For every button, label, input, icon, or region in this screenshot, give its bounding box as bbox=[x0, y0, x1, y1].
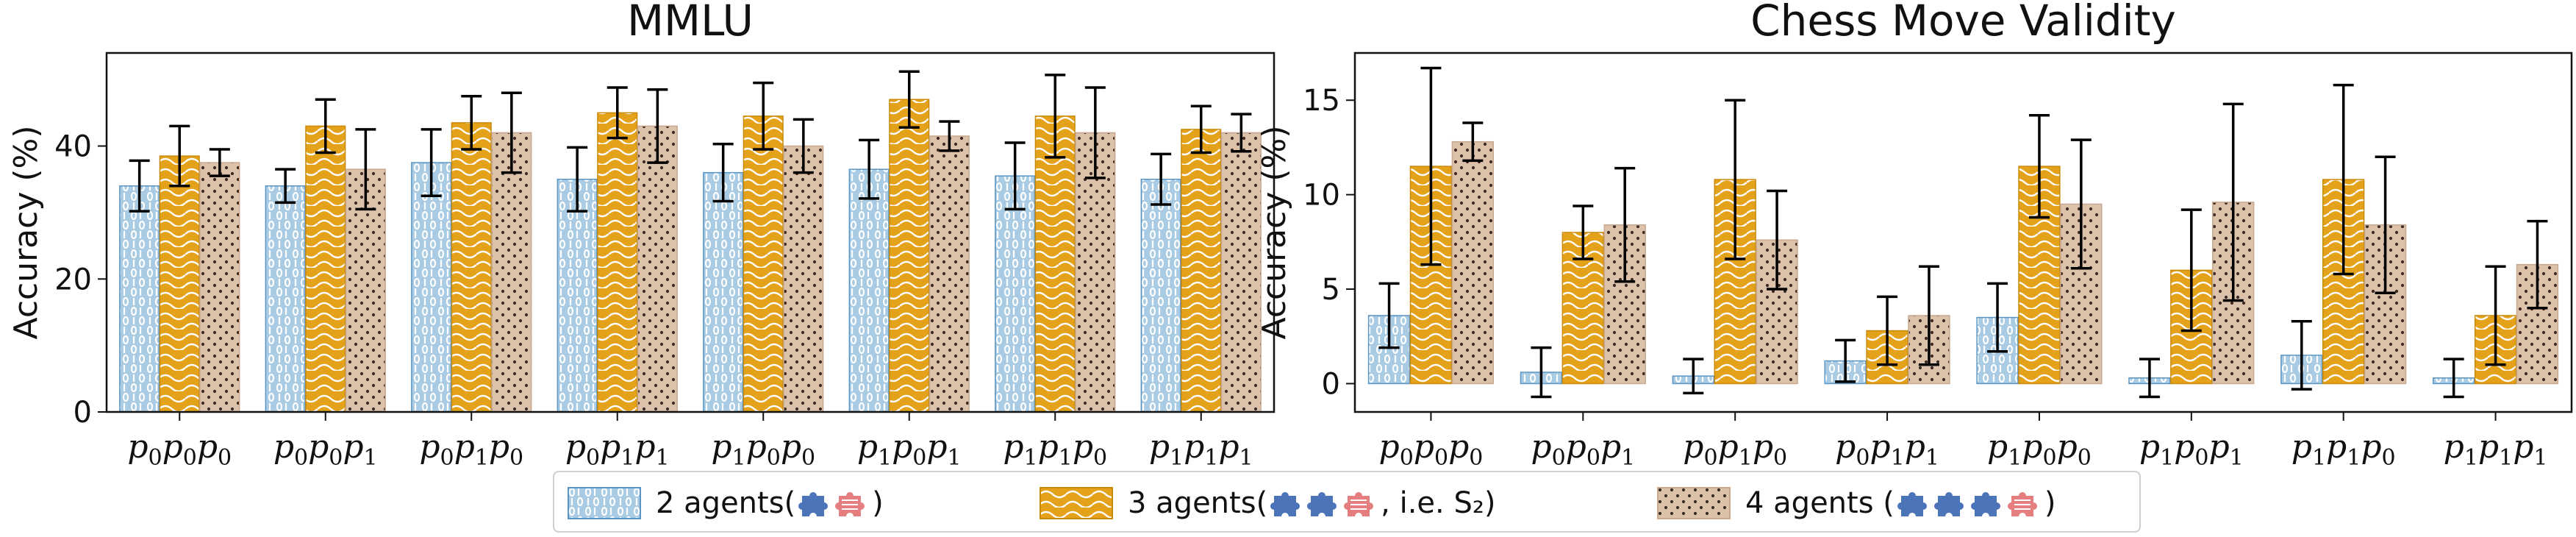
legend-swatch-3-agents bbox=[1040, 487, 1113, 519]
mmlu-bar-3-agents-3 bbox=[597, 112, 638, 413]
mmlu-xtick-label: p1p1p1 bbox=[1149, 428, 1253, 471]
mmlu-xtick-label: p0p0p0 bbox=[127, 428, 232, 471]
legend-suffix-2-agents: ) bbox=[872, 486, 884, 520]
legend-suffix-3-agents: , i.e. S₂) bbox=[1381, 486, 1496, 520]
mmlu-xtick-label: p0p1p1 bbox=[565, 428, 670, 471]
chess-move-validity-ytick-label: 5 bbox=[1322, 273, 1340, 307]
mmlu-axes-frame bbox=[105, 51, 1276, 413]
legend-icons-2-agents bbox=[797, 488, 870, 518]
mmlu-bar-4-agents-7 bbox=[1220, 132, 1262, 413]
puzzle-red-icon bbox=[2007, 492, 2037, 516]
mmlu-xtick-label: p0p0p1 bbox=[273, 428, 378, 471]
mmlu-bar-3-agents-2 bbox=[451, 122, 492, 413]
mmlu-bar-3-agents-1 bbox=[305, 125, 346, 413]
mmlu-ytick-label: 0 bbox=[74, 396, 92, 430]
chess-move-validity-xtick-label: p1p1p1 bbox=[2444, 428, 2548, 471]
mmlu-xtick-label: p0p1p0 bbox=[419, 428, 523, 471]
mmlu-bar-4-agents-0 bbox=[199, 162, 240, 413]
legend-swatch-2-agents bbox=[568, 487, 641, 519]
chess-move-validity-ytick-label: 10 bbox=[1303, 179, 1340, 213]
mmlu-bar-2-agents-6 bbox=[995, 175, 1036, 413]
legend: 2 agents ( ) 3 agents ( , i.e. S₂) 4 age… bbox=[553, 471, 2141, 533]
mmlu-bar-2-agents-7 bbox=[1140, 178, 1181, 413]
legend-label-4-agents: 4 agents bbox=[1745, 486, 1883, 520]
mmlu-ytick-label: 20 bbox=[54, 263, 92, 296]
mmlu-bar-4-agents-6 bbox=[1075, 132, 1116, 413]
chess-move-validity-xtick-label: p0p1p0 bbox=[1683, 428, 1787, 471]
mmlu-bar-2-agents-5 bbox=[848, 168, 890, 413]
mmlu-bar-3-agents-0 bbox=[159, 155, 200, 413]
puzzle-blue-icon bbox=[1897, 492, 1927, 516]
legend-open-paren: ( bbox=[1256, 486, 1268, 520]
puzzle-blue-icon bbox=[1307, 492, 1337, 516]
mmlu-bar-4-agents-5 bbox=[929, 135, 970, 413]
legend-label-3-agents: 3 agents bbox=[1128, 486, 1256, 520]
chess-move-validity-xtick-label: p0p0p0 bbox=[1379, 428, 1484, 471]
mmlu-ytick-label: 40 bbox=[54, 130, 92, 164]
puzzle-blue-icon bbox=[1270, 492, 1300, 516]
chess-move-validity-xtick-label: p1p1p0 bbox=[2291, 428, 2396, 471]
mmlu-ylabel: Accuracy (%) bbox=[7, 125, 45, 339]
mmlu-bar-2-agents-0 bbox=[119, 185, 160, 413]
chess-move-validity-xtick-label: p0p1p1 bbox=[1835, 428, 1939, 471]
mmlu-xtick-label: p1p0p1 bbox=[857, 428, 962, 471]
legend-suffix-4-agents: ) bbox=[2044, 486, 2056, 520]
mmlu-xtick-label: p1p0p0 bbox=[711, 428, 815, 471]
mmlu-bar-2-agents-3 bbox=[557, 178, 598, 413]
legend-open-paren: ( bbox=[1883, 486, 1895, 520]
chess-move-validity-xtick-label: p1p0p1 bbox=[2139, 428, 2244, 471]
chess-move-validity-ytick-label: 0 bbox=[1322, 367, 1340, 401]
puzzle-blue-icon bbox=[1970, 492, 2000, 516]
legend-icons-3-agents bbox=[1269, 488, 1379, 518]
mmlu-bar-3-agents-4 bbox=[743, 115, 784, 413]
chess-move-validity-ylabel: Accuracy (%) bbox=[1256, 125, 1293, 339]
mmlu-bar-3-agents-5 bbox=[889, 99, 930, 413]
legend-item-4-agents: 4 agents ( ) bbox=[1657, 480, 2056, 527]
mmlu-bar-3-agents-7 bbox=[1181, 129, 1222, 413]
mmlu-bar-3-agents-6 bbox=[1034, 115, 1076, 413]
chess-move-validity-ytick-label: 15 bbox=[1303, 84, 1340, 118]
legend-item-2-agents: 2 agents ( ) bbox=[568, 480, 884, 527]
mmlu-bar-2-agents-1 bbox=[265, 185, 306, 413]
chess-move-validity-panel: Chess Move Validity Accuracy (%) 0 5 10 15 p0p… bbox=[1256, 0, 2573, 471]
chess-move-validity-xtick-label: p0p0p1 bbox=[1531, 428, 1635, 471]
chess-move-validity-title: Chess Move Validity bbox=[1750, 0, 2176, 46]
chess-move-validity-axes-frame bbox=[1353, 51, 2573, 413]
mmlu-bar-2-agents-4 bbox=[703, 171, 744, 413]
mmlu-title: MMLU bbox=[627, 0, 754, 46]
chess-move-validity-xtick-label: p1p0p0 bbox=[1987, 428, 2092, 471]
mmlu-bar-2-agents-2 bbox=[411, 162, 452, 413]
legend-open-paren: ( bbox=[784, 486, 796, 520]
legend-item-3-agents: 3 agents ( , i.e. S₂) bbox=[1040, 480, 1496, 527]
legend-swatch-4-agents bbox=[1657, 487, 1731, 519]
mmlu-xtick-label: p1p1p0 bbox=[1003, 428, 1107, 471]
mmlu-panel: MMLU Accuracy (%) 0 20 40 p0p0p0 p0p0p1 p0p1p0 p… bbox=[7, 0, 1276, 471]
puzzle-red-icon bbox=[835, 492, 865, 516]
mmlu-bar-4-agents-4 bbox=[783, 145, 824, 413]
puzzle-blue-icon bbox=[798, 492, 829, 516]
legend-label-2-agents: 2 agents bbox=[656, 486, 784, 520]
legend-icons-4-agents bbox=[1896, 488, 2043, 518]
puzzle-red-icon bbox=[1344, 492, 1374, 516]
mmlu-bar-4-agents-2 bbox=[491, 132, 532, 413]
puzzle-blue-icon bbox=[1933, 492, 1964, 516]
mmlu-bar-4-agents-3 bbox=[637, 125, 678, 413]
chess-move-validity-bar-4-agents-0 bbox=[1451, 141, 1495, 385]
